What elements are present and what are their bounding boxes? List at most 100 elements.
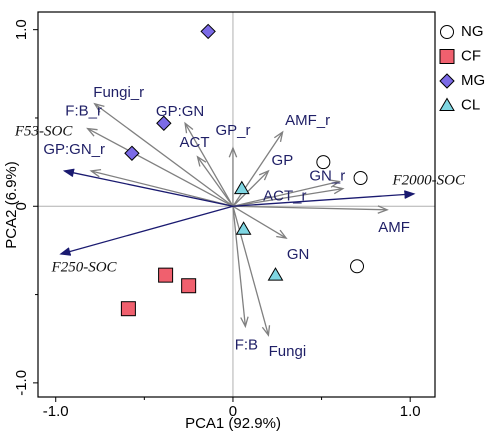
arrow-shaft — [232, 180, 340, 207]
point — [124, 145, 140, 161]
loading-label: F53-SOC — [14, 123, 73, 139]
arrow-head — [261, 325, 271, 337]
loading-arrow — [232, 169, 270, 207]
arrow-head — [404, 190, 416, 199]
arrow-head — [329, 179, 342, 188]
arrow-shaft — [232, 170, 269, 207]
legend-marker — [439, 49, 455, 64]
arrow-head — [276, 229, 288, 239]
x-tick-label: -1.0 — [43, 403, 69, 420]
loading-arrow — [59, 205, 234, 256]
loading-label: F2000-SOC — [391, 172, 465, 188]
arrow-head — [258, 169, 270, 181]
loading-arrow — [232, 206, 249, 329]
legend-entry: MG — [439, 72, 485, 89]
loading-arrow — [86, 127, 234, 207]
axes: PCA1 (92.9%) PCA2 (6.9%) — [3, 161, 281, 432]
loading-label: GP:GN_r — [43, 141, 105, 158]
x-axis-label: PCA1 (92.9%) — [185, 415, 281, 432]
point — [350, 259, 365, 274]
loading-label: GP_r — [215, 122, 250, 139]
loading-arrow — [232, 190, 416, 207]
arrow-head — [89, 168, 102, 178]
point — [233, 180, 250, 195]
loading-label: F250-SOC — [51, 259, 118, 275]
loading-arrow — [232, 205, 288, 239]
loading-arrow — [228, 146, 238, 207]
loading-label: Fungi_r — [93, 84, 144, 101]
arrow-shaft — [64, 170, 234, 207]
point — [181, 278, 197, 294]
point — [200, 23, 216, 40]
loading-label: GN_r — [309, 168, 345, 185]
arrow-shaft — [232, 187, 343, 207]
arrow-shaft — [91, 170, 234, 207]
legend-label: MG — [461, 72, 485, 89]
arrow-head — [273, 130, 284, 143]
arrow-shaft — [232, 193, 414, 207]
loading-arrow — [232, 205, 389, 214]
point — [353, 171, 368, 186]
point — [316, 155, 331, 170]
legend-marker — [439, 73, 455, 89]
loading-label: ACT_r — [263, 188, 306, 205]
arrow-head — [332, 185, 345, 195]
y-tick-label: -1.0 — [13, 370, 30, 396]
arrow-head — [86, 127, 98, 137]
loading-arrow — [62, 168, 234, 207]
plot-frame — [37, 11, 436, 398]
loading-arrow — [93, 102, 234, 207]
arrow-head — [377, 205, 389, 214]
arrow-shaft — [232, 205, 388, 211]
arrow-shaft — [87, 127, 234, 207]
loading-arrow — [89, 168, 234, 207]
loading-arrow — [232, 185, 345, 207]
arrow-head — [228, 146, 238, 158]
loading-label: ACT — [180, 134, 210, 151]
point — [267, 267, 284, 281]
point — [120, 301, 136, 317]
loading-label: AMF — [378, 219, 410, 236]
loading-label: GN — [287, 246, 310, 263]
legend-label: CF — [461, 47, 481, 64]
arrow-head — [196, 155, 207, 167]
y-axis-label: PCA2 (6.9%) — [3, 161, 20, 249]
y-tick-label: 0 — [13, 202, 30, 210]
legend-entry: CF — [439, 47, 481, 64]
arrow-head — [184, 121, 194, 134]
arrow-shaft — [232, 206, 247, 327]
loading-label: F:B_r — [65, 103, 102, 120]
loading-arrow — [196, 155, 234, 207]
arrow-head — [62, 168, 75, 178]
legend-entry: NG — [440, 23, 484, 40]
arrow-head — [93, 102, 105, 113]
loading-arrow — [232, 179, 342, 207]
legend-entry: CL — [439, 96, 480, 113]
legend-label: CL — [461, 96, 480, 113]
arrow-shaft — [60, 205, 234, 255]
loading-label: F:B — [235, 336, 258, 353]
point — [156, 115, 172, 131]
arrow-shaft — [232, 206, 270, 336]
arrow-shaft — [94, 103, 234, 207]
loading-label: GP — [272, 152, 294, 169]
y-tick-label: 1.0 — [13, 19, 30, 40]
arrow-shaft — [232, 205, 287, 239]
x-tick-label: 0 — [229, 403, 237, 420]
legend-marker — [440, 25, 454, 39]
arrow-head — [240, 316, 249, 329]
loading-arrow — [184, 121, 234, 207]
loading-label: Fungi — [269, 343, 307, 360]
legend-marker — [439, 97, 455, 111]
arrow-head — [59, 247, 72, 256]
arrow-shaft — [184, 122, 234, 207]
point — [235, 221, 252, 235]
loading-label: AMF_r — [285, 112, 330, 129]
arrow-shaft — [196, 156, 234, 207]
x-tick-label: 1.0 — [400, 403, 421, 420]
loading-label: GP:GN — [156, 103, 204, 120]
loading-arrow — [232, 206, 271, 337]
point — [158, 267, 174, 283]
legend-label: NG — [461, 23, 484, 40]
